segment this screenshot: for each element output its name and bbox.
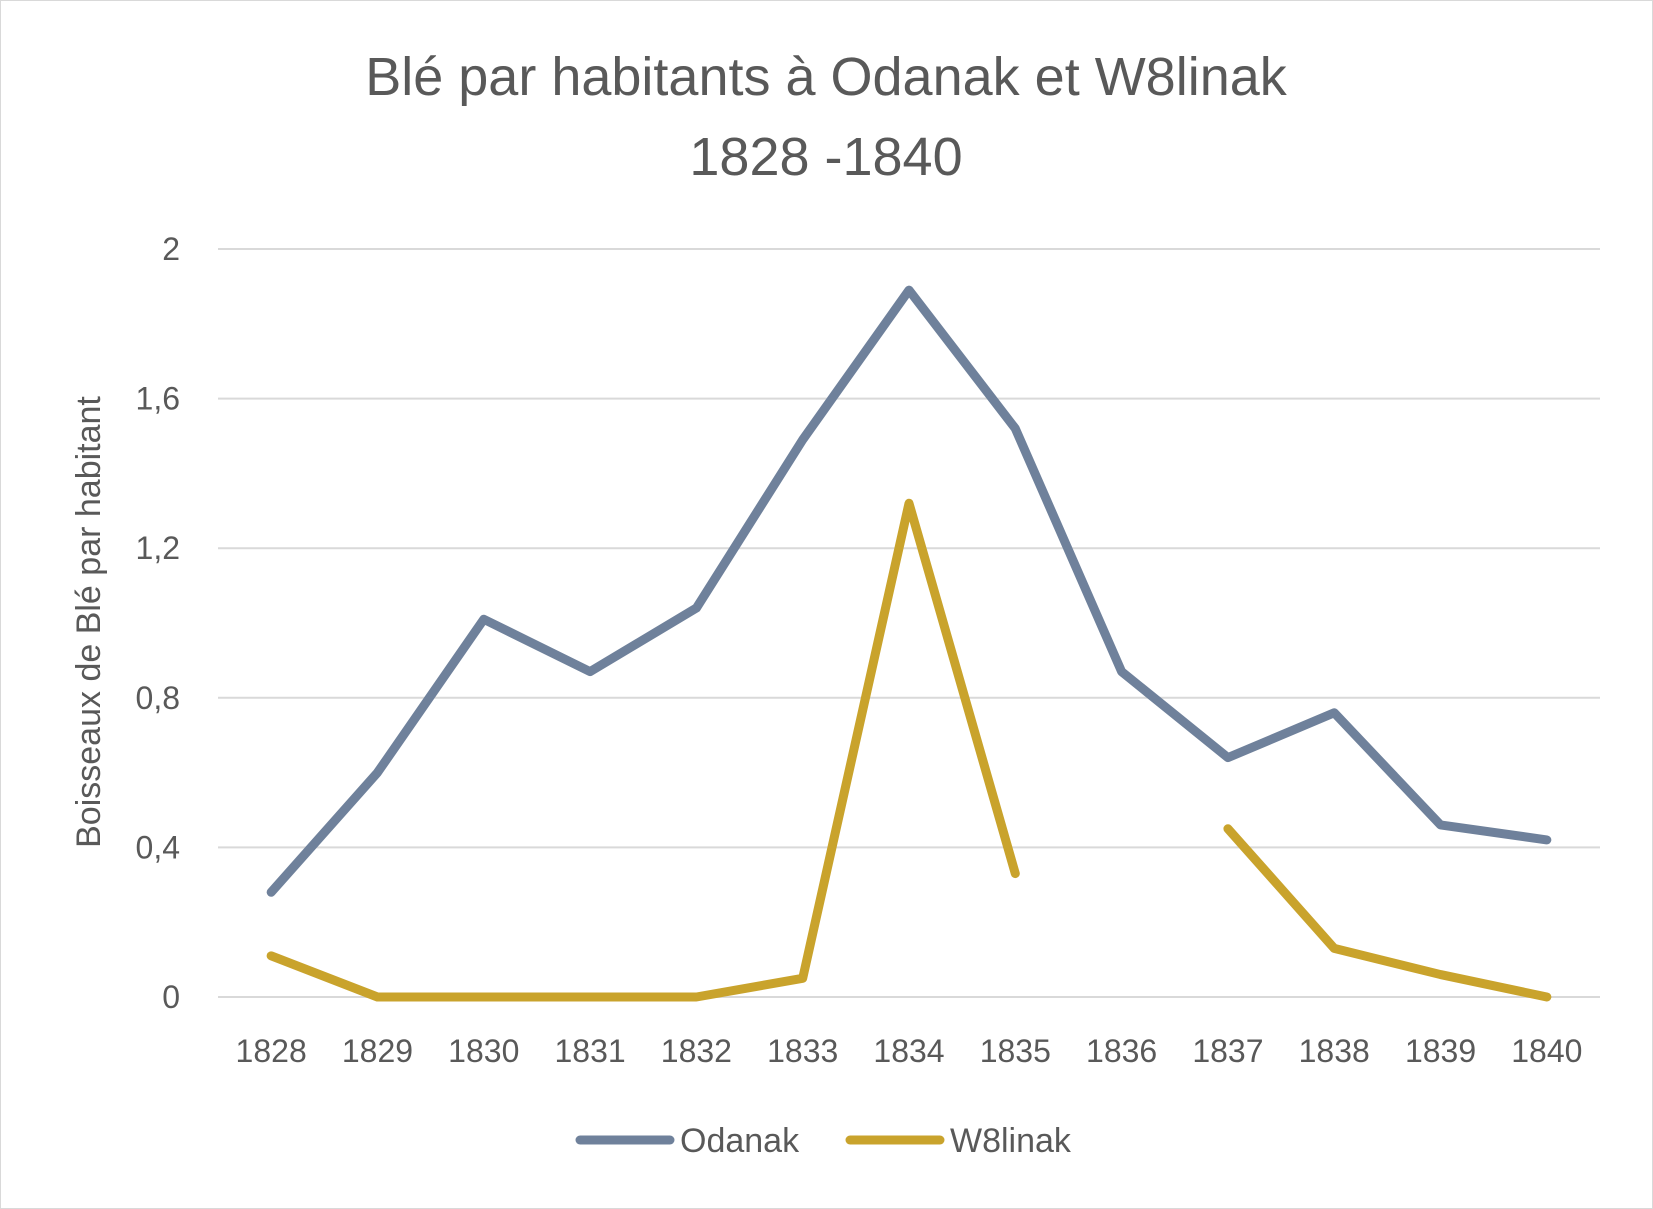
legend-label: W8linak	[950, 1122, 1072, 1160]
x-tick-label: 1830	[448, 1033, 519, 1069]
series-odanak	[266, 285, 1552, 897]
x-tick-label: 1833	[767, 1033, 838, 1069]
x-tick-label: 1831	[554, 1033, 625, 1069]
x-tick-label: 1835	[980, 1033, 1051, 1069]
x-axis-ticks: 1828 1829 1830 1831 1832 1833 1834 1835 1836 1837…	[236, 1033, 1583, 1069]
x-tick-label: 1838	[1299, 1033, 1370, 1069]
y-tick-label: 1,6	[136, 381, 180, 417]
legend-label: Odanak	[680, 1122, 800, 1160]
chart-title: Blé par habitants à Odanak et W8linak	[365, 47, 1288, 107]
y-tick-label: 1,2	[136, 530, 180, 566]
series-w8linak	[266, 498, 1552, 1002]
series-line-w8linak	[1223, 824, 1552, 1002]
y-tick-label: 0,4	[136, 829, 180, 865]
x-tick-label: 1837	[1192, 1033, 1263, 1069]
x-tick-label: 1828	[236, 1033, 307, 1069]
x-tick-label: 1836	[1086, 1033, 1157, 1069]
x-tick-label: 1829	[342, 1033, 413, 1069]
legend: Odanak W8linak	[575, 1122, 1072, 1160]
x-tick-label: 1840	[1511, 1033, 1582, 1069]
series-lines	[266, 285, 1552, 1002]
y-tick-label: 0	[162, 979, 180, 1015]
y-tick-label: 0,8	[136, 680, 180, 716]
series-line-odanak	[266, 285, 1552, 897]
x-tick-label: 1832	[661, 1033, 732, 1069]
y-axis-ticks: 0 0,4 0,8 1,2 1,6 2	[136, 231, 180, 1015]
y-tick-label: 2	[162, 231, 180, 267]
chart-subtitle: 1828 -1840	[689, 127, 962, 187]
gridlines	[218, 248, 1600, 998]
x-tick-label: 1834	[873, 1033, 944, 1069]
x-tick-label: 1839	[1405, 1033, 1476, 1069]
series-line-w8linak	[266, 498, 1020, 1002]
y-axis-title: Boisseaux de Blé par habitant	[70, 396, 108, 848]
